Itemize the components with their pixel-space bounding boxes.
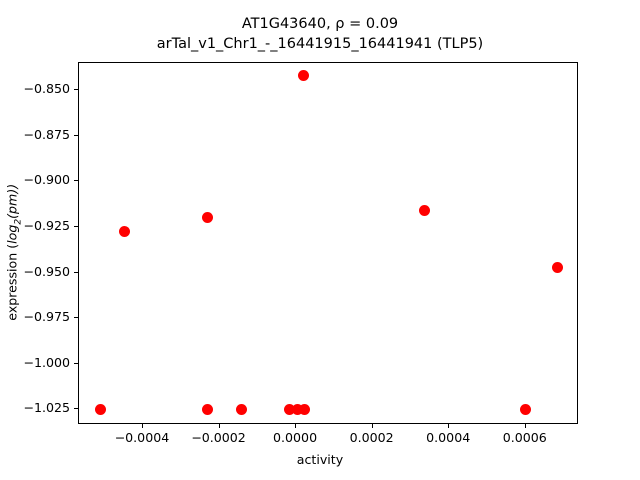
y-axis-tick xyxy=(74,226,78,228)
scatter-point xyxy=(298,70,310,82)
x-axis-tick xyxy=(371,424,373,428)
y-axis-tick-label: −1.025 xyxy=(23,400,70,416)
x-axis-tick xyxy=(141,424,143,428)
y-axis-tick xyxy=(74,317,78,319)
x-axis-tick-label: −0.0004 xyxy=(114,430,170,445)
x-axis-tick xyxy=(295,424,297,428)
chart-title-line-2: arTal_v1_Chr1_-_16441915_16441941 (TLP5) xyxy=(156,36,484,52)
x-axis-tick-label: 0.0004 xyxy=(426,430,471,445)
x-axis-tick-label: 0.0000 xyxy=(273,430,318,445)
plot-axes-frame xyxy=(78,62,578,424)
y-axis-tick xyxy=(74,271,78,273)
y-axis-tick-label: −0.950 xyxy=(23,263,70,279)
y-axis-label-log: log xyxy=(4,224,20,244)
y-axis-tick-label: −0.975 xyxy=(23,309,70,325)
x-axis-tick-label: −0.0002 xyxy=(191,430,246,445)
scatter-point xyxy=(94,403,106,415)
scatter-point xyxy=(552,261,564,273)
scatter-point xyxy=(201,212,213,224)
scatter-point xyxy=(283,403,295,415)
y-axis-tick xyxy=(74,180,78,182)
y-axis-label-subscript: 2 xyxy=(13,218,24,225)
x-axis-tick-label: 0.0006 xyxy=(502,430,547,445)
x-axis-tick xyxy=(218,424,220,428)
scatter-point xyxy=(235,403,247,415)
y-axis-tick xyxy=(74,89,78,91)
scatter-point xyxy=(298,403,310,415)
y-axis-tick-label: −0.875 xyxy=(23,126,70,142)
y-axis-tick-label: −0.925 xyxy=(23,218,70,234)
y-axis-label-suffix: (pm)) xyxy=(4,183,20,219)
x-axis-tick xyxy=(448,424,450,428)
y-axis-label: expression (log2(pm)) xyxy=(5,152,24,352)
chart-title: AT1G43640, ρ = 0.09 arTal_v1_Chr1_-_1644… xyxy=(0,14,640,54)
chart-title-line-1: AT1G43640, ρ = 0.09 xyxy=(241,16,399,32)
scatter-point xyxy=(418,205,430,217)
y-axis-label-prefix: expression ( xyxy=(4,243,20,321)
scatter-point xyxy=(119,225,131,237)
scatter-point xyxy=(292,403,304,415)
x-axis-tick xyxy=(524,424,526,428)
y-axis-tick-label: −0.900 xyxy=(23,172,70,188)
x-axis-tick-label: 0.0002 xyxy=(349,430,394,445)
y-axis-tick-label: −0.850 xyxy=(23,81,70,97)
y-axis-tick-label: −1.000 xyxy=(23,354,70,370)
scatter-points-layer xyxy=(79,63,577,423)
scatter-point xyxy=(201,403,213,415)
scatter-point xyxy=(520,403,532,415)
x-axis-label: activity xyxy=(296,452,344,467)
y-axis-tick xyxy=(74,134,78,136)
y-axis-tick xyxy=(74,362,78,364)
y-axis-tick xyxy=(74,408,78,410)
